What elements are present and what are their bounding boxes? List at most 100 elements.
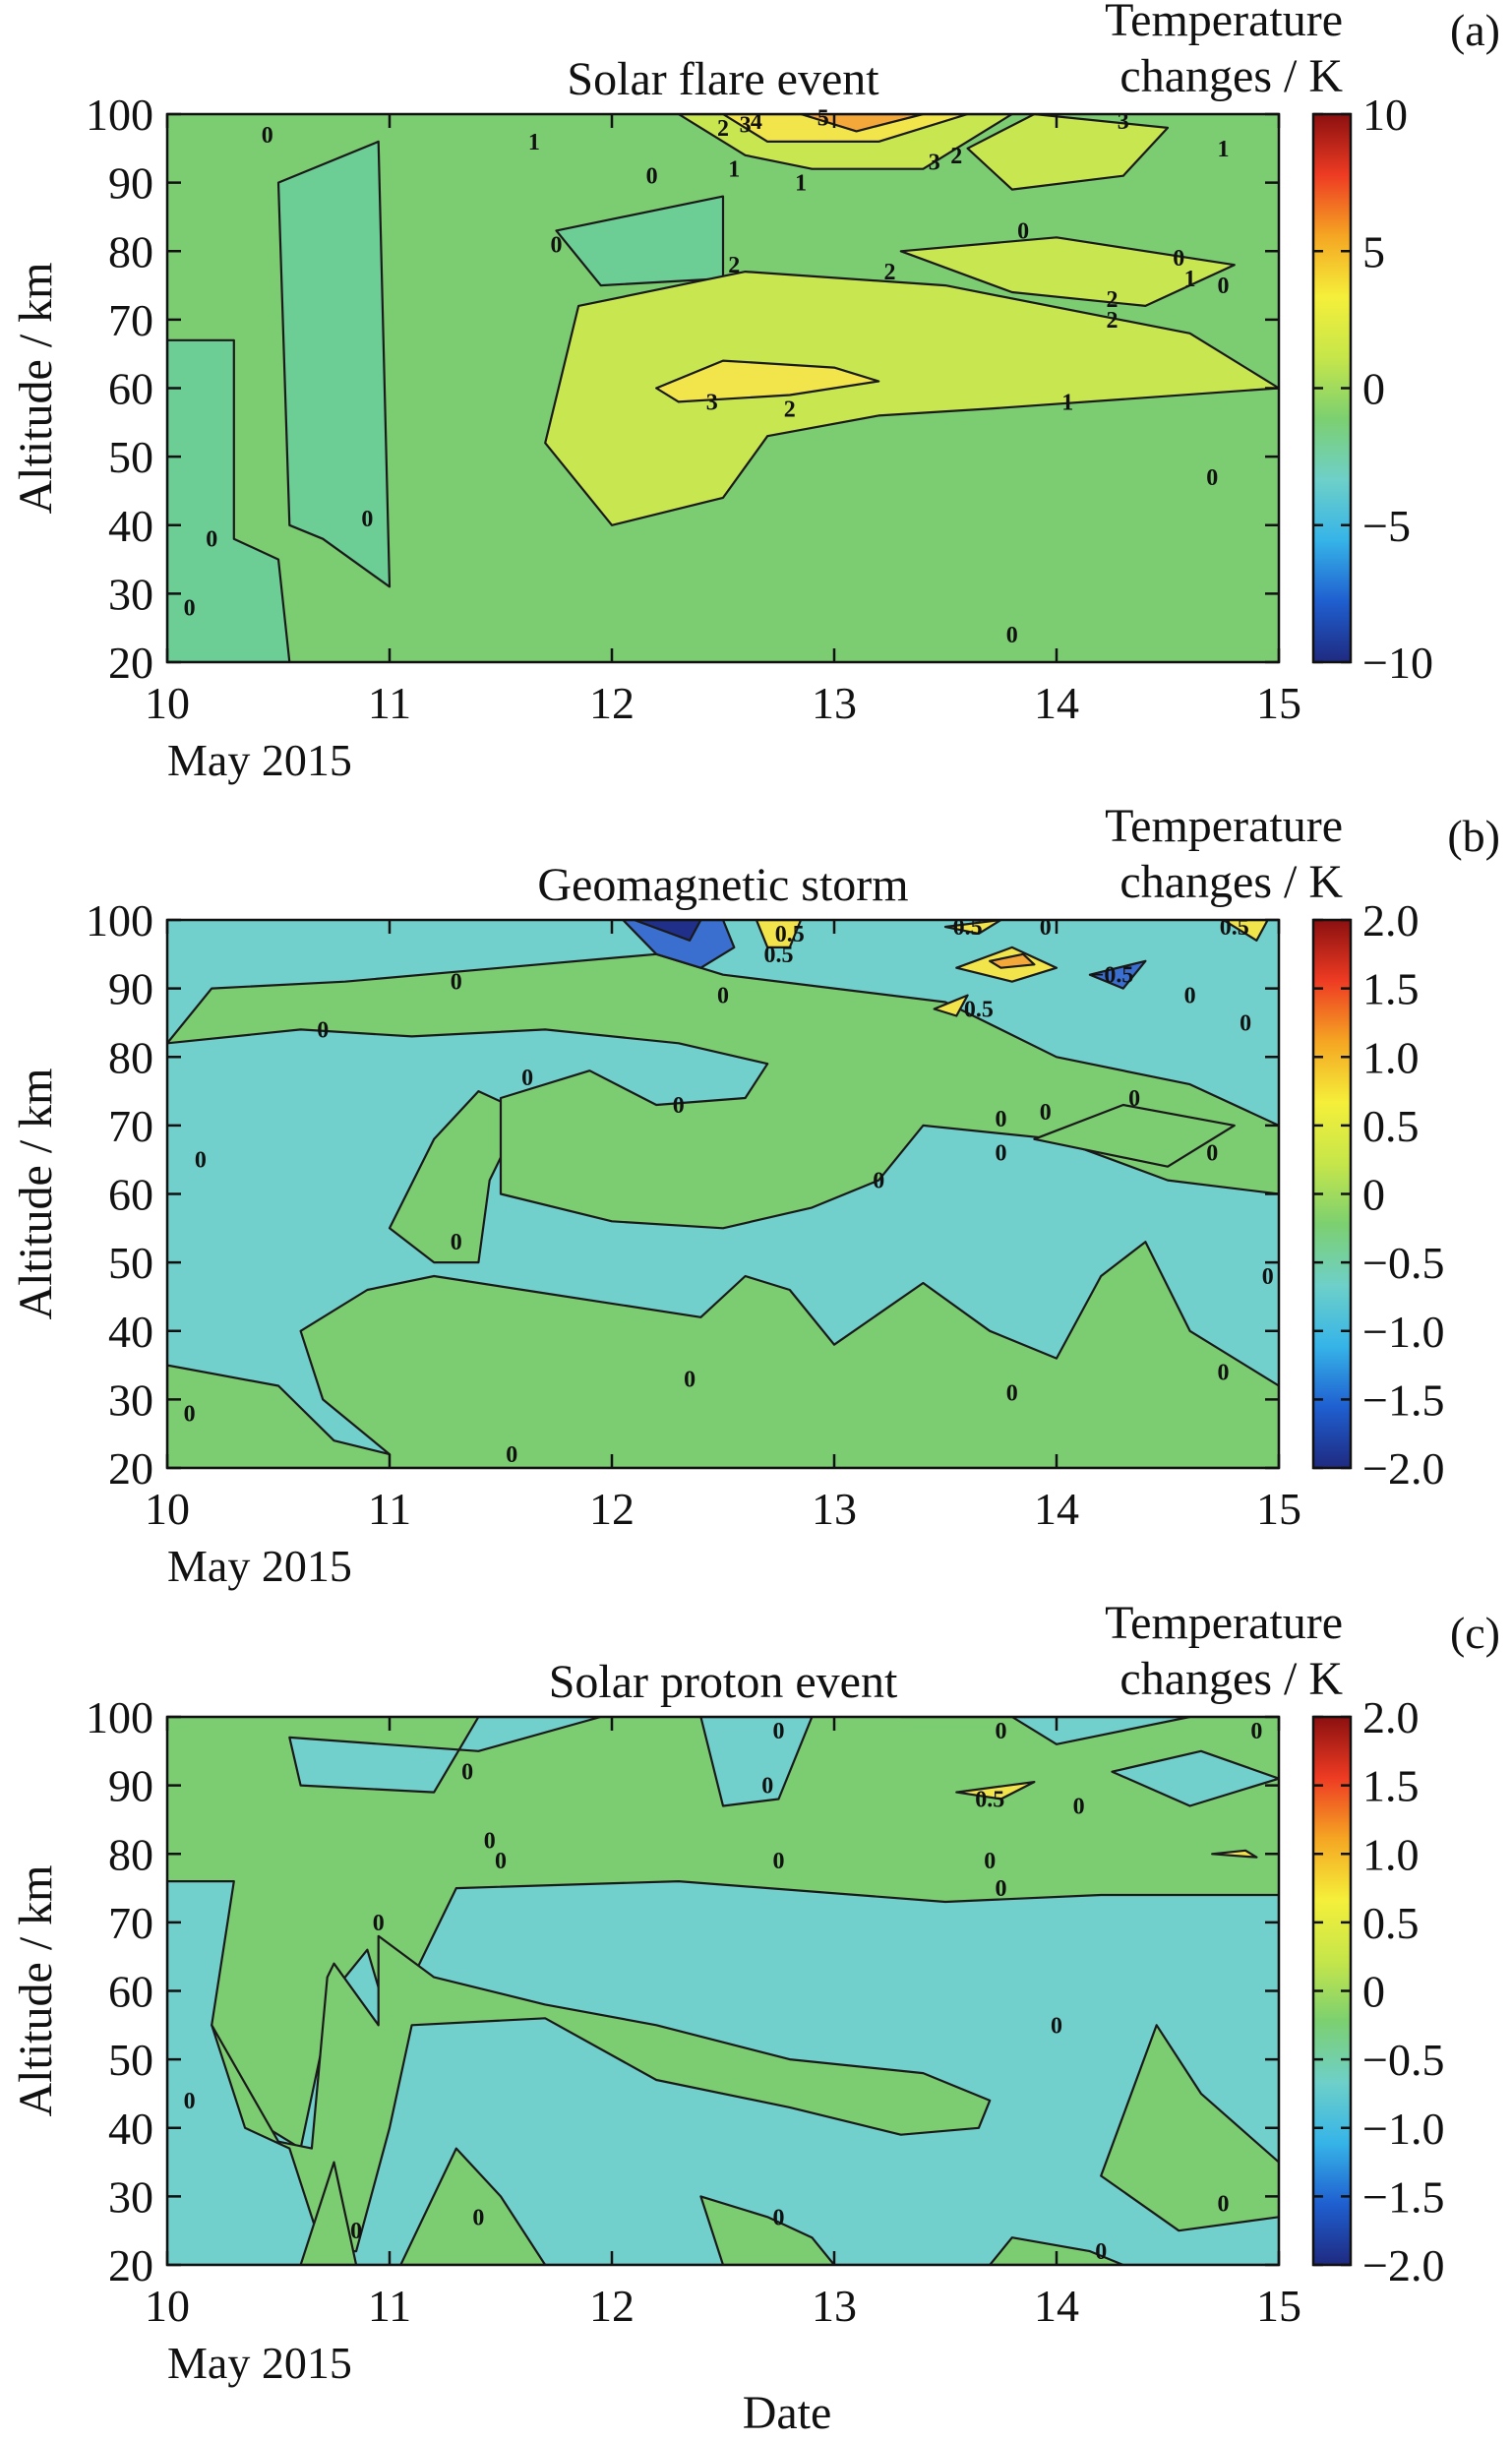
contour-label: 1	[795, 171, 807, 197]
y-tick-label: 50	[108, 2035, 153, 2085]
y-tick-label: 30	[108, 2171, 153, 2222]
contour-regions	[167, 1717, 1279, 2265]
colorbar-title-line: changes / K	[1119, 50, 1343, 102]
contour-region-6	[1100, 2024, 1279, 2232]
contour-label: 0	[521, 1066, 533, 1091]
contour-region-2	[167, 952, 1279, 1230]
y-axis-label: Altitude / km	[10, 263, 62, 515]
colorbar-tick-label: 0.5	[1362, 1898, 1420, 1948]
contour-label: 0	[1051, 2013, 1062, 2039]
panel-tag: (c)	[1450, 1608, 1500, 1658]
x-start-label: May 2015	[167, 1541, 352, 1591]
contour-label: 0	[1128, 1086, 1140, 1112]
y-tick-label: 90	[108, 158, 153, 209]
contour-label: 0	[1095, 2239, 1107, 2265]
contour-region-1	[276, 140, 392, 588]
y-tick-label: 80	[108, 1032, 153, 1082]
contour-label: 0.5	[764, 943, 794, 968]
colorbar-tick-label: 1.0	[1362, 1829, 1420, 1879]
contour-label: 5	[817, 105, 829, 131]
y-tick-label: 30	[108, 1374, 153, 1425]
contour-label: 0	[184, 2089, 196, 2114]
contour-label: 1	[528, 130, 540, 155]
contour-label: 0	[873, 1169, 884, 1194]
contour-label: 0	[1184, 984, 1196, 1009]
contour-region-4	[622, 920, 736, 969]
y-tick-label: 100	[86, 90, 153, 140]
colorbar-tick-label: 0.5	[1362, 1101, 1420, 1151]
contour-label: 1	[1218, 137, 1230, 162]
contour-label: 0.5	[964, 998, 994, 1023]
y-tick-label: 40	[108, 1307, 153, 1357]
colorbar-title-line: changes / K	[1119, 1653, 1343, 1705]
contour-label: 0	[684, 1367, 696, 1392]
colorbar-tick-label: −1.0	[1362, 1307, 1444, 1357]
contour-label: 0	[317, 1017, 329, 1043]
colorbar-tick-label: −10	[1362, 638, 1433, 688]
colorbar-tick-label: 5	[1362, 226, 1385, 276]
contour-label: 0	[1040, 915, 1052, 941]
x-tick-label: 13	[812, 1484, 857, 1534]
contour-region-4	[655, 359, 880, 403]
contour-region-3	[544, 271, 1279, 526]
y-tick-label: 80	[108, 1829, 153, 1879]
contour-label: 0	[184, 595, 196, 621]
contour-label: 0.5	[975, 1788, 1004, 1813]
contour-label: 0	[495, 1849, 507, 1874]
contour-label: 0	[1017, 218, 1029, 244]
contour-label: 3	[740, 112, 752, 138]
contour-label: 0	[1250, 1719, 1262, 1744]
contour-regions	[167, 920, 1279, 1468]
y-tick-label: 90	[108, 1761, 153, 1811]
contour-region-12	[1088, 959, 1147, 990]
colorbar-tick-label: −2.0	[1362, 2240, 1444, 2290]
y-axis-label: Altitude / km	[10, 1068, 62, 1320]
y-tick-label: 70	[108, 295, 153, 345]
y-tick-label: 20	[108, 638, 153, 688]
contour-label: 0	[206, 527, 217, 553]
contour-region-0	[167, 1241, 1279, 1468]
contour-region-8	[966, 114, 1170, 191]
contour-label: 0	[262, 123, 273, 149]
y-tick-label: 60	[108, 1170, 153, 1220]
colorbar-tick-label: −1.5	[1362, 1374, 1444, 1425]
contour-label: 2	[1107, 308, 1119, 334]
contour-label: 0	[673, 1093, 685, 1119]
contour-label: 2	[950, 144, 962, 169]
contour-label: 0	[773, 1719, 785, 1744]
y-tick-label: 20	[108, 2240, 153, 2290]
colorbar-tick-label: −5	[1362, 501, 1411, 551]
colorbar-tick-label: 1.5	[1362, 964, 1420, 1014]
contour-label: 0	[1218, 274, 1230, 299]
x-axis-label: Date	[743, 2387, 832, 2439]
colorbar-tick-label: 2.0	[1362, 895, 1420, 946]
contour-label: 2	[884, 260, 896, 285]
contour-label: 0.5	[775, 922, 805, 947]
contour-region-8	[699, 1717, 814, 1807]
x-tick-label: 10	[145, 2281, 190, 2331]
contour-label: 0	[1240, 1010, 1251, 1036]
colorbar-tick-label: 0	[1362, 364, 1385, 414]
panel-tag: (a)	[1450, 5, 1500, 55]
contour-region-12	[1211, 1849, 1258, 1859]
x-tick-label: 11	[368, 1484, 411, 1534]
y-tick-label: 50	[108, 432, 153, 482]
x-tick-label: 12	[589, 1484, 635, 1534]
contour-label: 0	[472, 2205, 484, 2230]
colorbar-tick-label: 1.0	[1362, 1032, 1420, 1082]
contour-region-0	[167, 338, 291, 662]
contour-regions	[167, 114, 1279, 662]
colorbar-tick-label: −1.0	[1362, 2104, 1444, 2154]
y-tick-label: 70	[108, 1898, 153, 1948]
x-tick-label: 10	[145, 678, 190, 728]
contour-label: 0	[984, 1849, 996, 1874]
contour-label: 0	[1206, 465, 1218, 491]
y-tick-label: 100	[86, 895, 153, 946]
contour-label: −0.5	[1091, 963, 1134, 989]
colorbar-tick-label: 0	[1362, 1170, 1385, 1220]
y-tick-label: 60	[108, 1967, 153, 2017]
colorbar-tick-label: −0.5	[1362, 1238, 1444, 1288]
contour-label: 0	[1262, 1264, 1274, 1290]
